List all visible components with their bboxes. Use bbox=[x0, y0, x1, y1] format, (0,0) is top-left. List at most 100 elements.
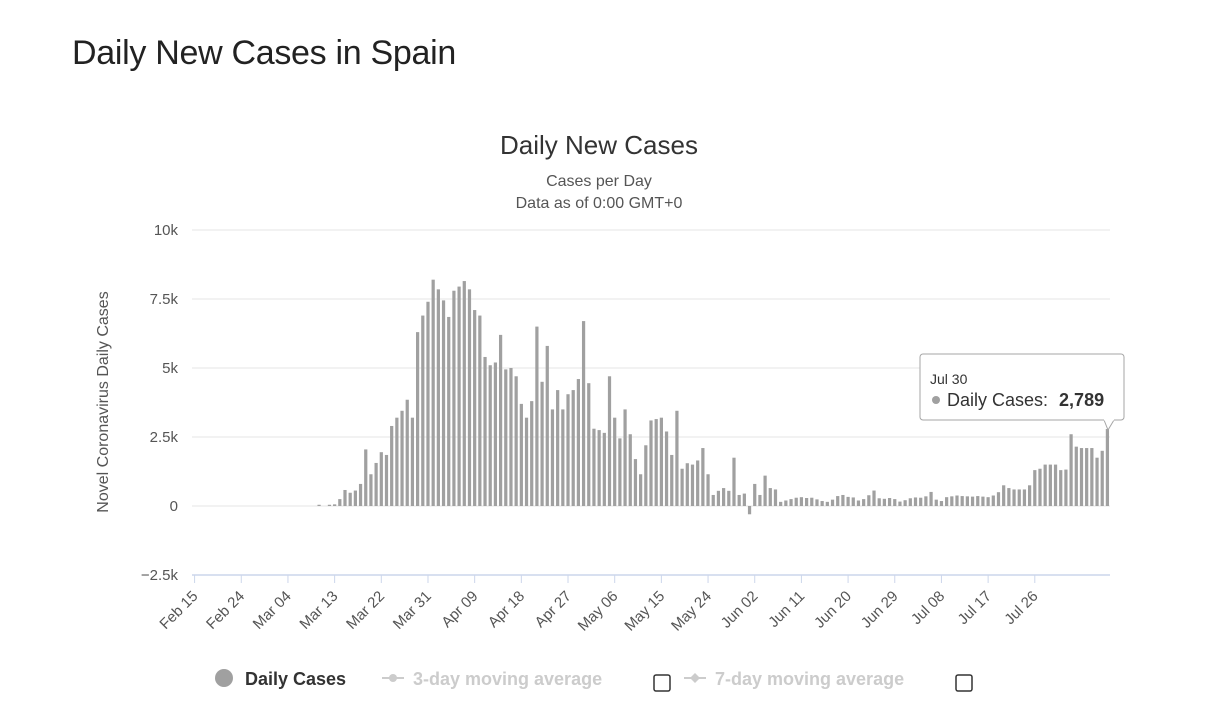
legend-dot-icon bbox=[215, 669, 233, 687]
bar bbox=[872, 490, 876, 506]
bar bbox=[690, 464, 695, 506]
bar bbox=[441, 300, 446, 506]
bar bbox=[519, 403, 523, 506]
bar bbox=[825, 501, 829, 506]
bar bbox=[566, 394, 570, 506]
bar bbox=[841, 494, 845, 506]
checkbox-3-day-average[interactable] bbox=[653, 674, 671, 692]
x-tick-label: Apr 18 bbox=[485, 588, 528, 631]
bar bbox=[426, 301, 430, 506]
bar bbox=[639, 474, 643, 506]
svg-text:Daily Cases: 2,789: Daily Cases: 2,789 bbox=[947, 390, 1104, 410]
bar bbox=[473, 310, 477, 506]
bar bbox=[581, 321, 586, 506]
tooltip-series-dot bbox=[932, 396, 940, 404]
bar bbox=[353, 490, 357, 506]
bar bbox=[587, 383, 591, 506]
bar bbox=[887, 498, 892, 506]
bar bbox=[483, 356, 487, 506]
bar bbox=[374, 462, 378, 506]
legend: Daily Cases 3-day moving average 7-day m… bbox=[215, 669, 973, 692]
y-tick-label: 10k bbox=[154, 222, 179, 239]
bar bbox=[747, 506, 752, 515]
tooltip-date: Jul 30 bbox=[930, 371, 968, 387]
bar bbox=[379, 452, 383, 506]
x-tick-label: Jun 20 bbox=[811, 588, 855, 632]
x-tick-label: May 06 bbox=[575, 588, 622, 635]
x-tick-label: Jun 11 bbox=[765, 588, 808, 631]
page-title: Daily New Cases in Spain bbox=[72, 34, 456, 72]
bar bbox=[509, 368, 513, 506]
legend-label-3-day-average: 3-day moving average bbox=[413, 669, 602, 689]
bar bbox=[893, 499, 897, 506]
bar bbox=[524, 417, 529, 506]
bar bbox=[410, 417, 415, 506]
x-tick-label: Jun 29 bbox=[858, 588, 902, 632]
bar bbox=[358, 483, 363, 506]
bar bbox=[597, 430, 601, 506]
bar bbox=[644, 445, 648, 506]
legend-item-3-day-average[interactable]: 3-day moving average bbox=[382, 669, 602, 689]
tooltip-box bbox=[919, 353, 1125, 421]
bar bbox=[939, 501, 944, 506]
bar bbox=[670, 454, 674, 506]
bar bbox=[960, 496, 964, 506]
bar bbox=[680, 468, 684, 506]
tooltip-value: 2,789 bbox=[1059, 390, 1104, 410]
x-tick-label: Jul 26 bbox=[1001, 588, 1041, 628]
bar bbox=[732, 457, 736, 506]
bar bbox=[1059, 470, 1063, 506]
bar bbox=[1069, 434, 1073, 506]
bar bbox=[830, 499, 835, 506]
bar bbox=[789, 499, 793, 506]
bar bbox=[457, 286, 461, 506]
x-tick-label: Mar 13 bbox=[296, 588, 341, 633]
bar bbox=[908, 498, 912, 506]
bar bbox=[1085, 448, 1089, 506]
bar bbox=[1028, 485, 1032, 506]
legend-item-7-day-average[interactable]: 7-day moving average bbox=[684, 669, 904, 689]
x-tick-label: Feb 24 bbox=[203, 588, 248, 633]
bar bbox=[452, 290, 456, 506]
bar bbox=[846, 496, 850, 506]
bar bbox=[753, 483, 757, 506]
x-tick-label: Apr 09 bbox=[438, 588, 481, 631]
bar bbox=[540, 381, 544, 506]
bar bbox=[1100, 450, 1104, 506]
bar bbox=[898, 501, 902, 506]
bar bbox=[416, 332, 420, 506]
bars bbox=[317, 279, 1110, 515]
bar bbox=[327, 504, 332, 506]
bar bbox=[659, 417, 663, 506]
bar bbox=[514, 376, 518, 506]
legend-diamond-marker-icon bbox=[690, 673, 700, 683]
chart-subtitle-line-2: Data as of 0:00 GMT+0 bbox=[516, 195, 683, 212]
bar bbox=[390, 425, 394, 506]
bar bbox=[742, 493, 746, 506]
bar bbox=[794, 497, 798, 506]
bar bbox=[421, 315, 425, 506]
bar bbox=[737, 494, 741, 506]
x-tick-label: Jun 02 bbox=[718, 588, 762, 632]
bar bbox=[836, 496, 840, 506]
bar bbox=[768, 488, 772, 506]
bar bbox=[384, 454, 389, 506]
bar bbox=[395, 417, 399, 506]
bar bbox=[602, 432, 606, 506]
bar bbox=[727, 490, 731, 506]
bar bbox=[1074, 446, 1078, 506]
bar bbox=[779, 501, 783, 506]
bar bbox=[545, 345, 549, 506]
chart-subtitle-line-1: Cases per Day bbox=[546, 173, 652, 190]
x-tick-label: Mar 04 bbox=[250, 588, 295, 633]
checkbox-7-day-average[interactable] bbox=[955, 674, 973, 692]
bar bbox=[504, 369, 508, 506]
bar bbox=[913, 497, 918, 506]
x-tick-label: Apr 27 bbox=[532, 588, 575, 631]
legend-item-daily-cases[interactable]: Daily Cases bbox=[215, 669, 346, 689]
x-tick-label: May 24 bbox=[668, 588, 715, 635]
bar bbox=[815, 499, 819, 506]
bar bbox=[716, 490, 721, 506]
bar bbox=[1095, 457, 1099, 506]
bar bbox=[556, 390, 560, 506]
